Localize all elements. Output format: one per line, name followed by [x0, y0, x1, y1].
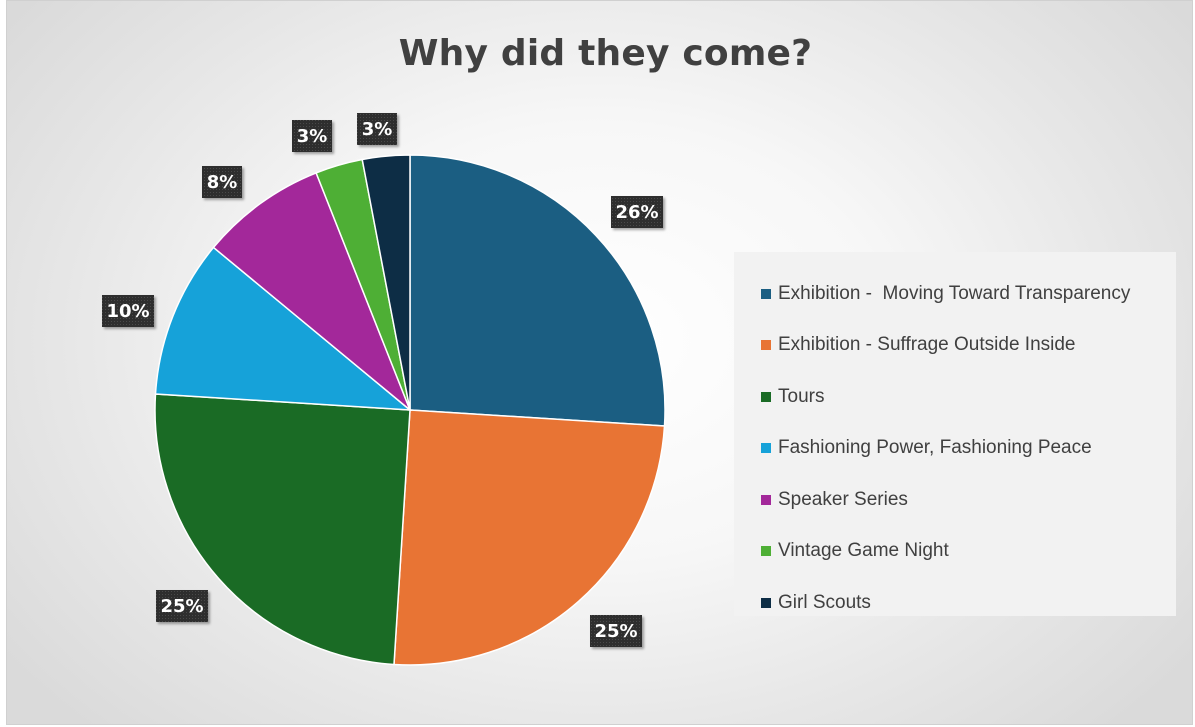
- legend-label: Girl Scouts: [778, 591, 871, 613]
- data-label-text: 26%: [615, 202, 658, 223]
- legend-label: Exhibition - Suffrage Outside Inside: [778, 334, 1076, 356]
- data-label-box: [357, 113, 397, 145]
- data-label-4: 10%: [102, 295, 154, 327]
- data-label-box: [202, 166, 242, 198]
- pie-slice-5: [212, 171, 411, 411]
- legend-item-1: Exhibition - Moving Toward Transparency: [761, 268, 1176, 320]
- pie-slice-1: [409, 154, 666, 427]
- data-label-text: 8%: [207, 172, 238, 193]
- data-label-box: [102, 295, 154, 327]
- legend-swatch: [761, 546, 771, 557]
- pie-slice-4: [154, 246, 413, 411]
- legend-item-7: Girl Scouts: [761, 577, 1176, 629]
- legend-item-6: Vintage Game Night: [761, 526, 1176, 578]
- legend-swatch: [761, 288, 771, 299]
- pie-slice-7: [361, 154, 411, 411]
- data-label-text: 3%: [297, 126, 328, 147]
- data-label-box: [156, 590, 208, 622]
- data-label-text: 25%: [160, 596, 203, 617]
- data-label-text: 10%: [106, 301, 149, 322]
- legend-swatch: [761, 340, 771, 351]
- data-label-2: 25%: [590, 615, 642, 647]
- pie-slices: [154, 154, 666, 666]
- pie-slice-3: [154, 393, 411, 666]
- data-label-6: 3%: [292, 120, 332, 152]
- legend-item-3: Tours: [761, 371, 1176, 423]
- legend-item-2: Exhibition - Suffrage Outside Inside: [761, 320, 1176, 372]
- data-label-box: [590, 615, 642, 647]
- data-label-5: 8%: [202, 166, 242, 198]
- data-label-text: 3%: [362, 119, 393, 140]
- data-labels: 26% 25% 25% 10% 8% 3% 3%: [102, 113, 663, 647]
- legend-label: Tours: [778, 385, 825, 407]
- data-label-7: 3%: [357, 113, 397, 145]
- legend-swatch: [761, 597, 771, 608]
- pie-slice-2: [393, 409, 666, 666]
- legend-label: Vintage Game Night: [778, 540, 949, 562]
- legend-swatch: [761, 443, 771, 454]
- data-label-3: 25%: [156, 590, 208, 622]
- data-label-box: [611, 196, 663, 228]
- data-label-text: 25%: [594, 621, 637, 642]
- legend-item-5: Speaker Series: [761, 474, 1176, 526]
- legend: Exhibition - Moving Toward Transparency E…: [734, 252, 1176, 616]
- legend-label: Fashioning Power, Fashioning Peace: [778, 437, 1092, 459]
- legend-item-4: Fashioning Power, Fashioning Peace: [761, 423, 1176, 475]
- legend-swatch: [761, 391, 771, 402]
- data-label-1: 26%: [611, 196, 663, 228]
- legend-label: Speaker Series: [778, 488, 908, 510]
- chart-title: Why did they come?: [398, 33, 813, 74]
- data-label-box: [292, 120, 332, 152]
- legend-swatch: [761, 494, 771, 505]
- legend-label: Exhibition - Moving Toward Transparency: [778, 282, 1131, 304]
